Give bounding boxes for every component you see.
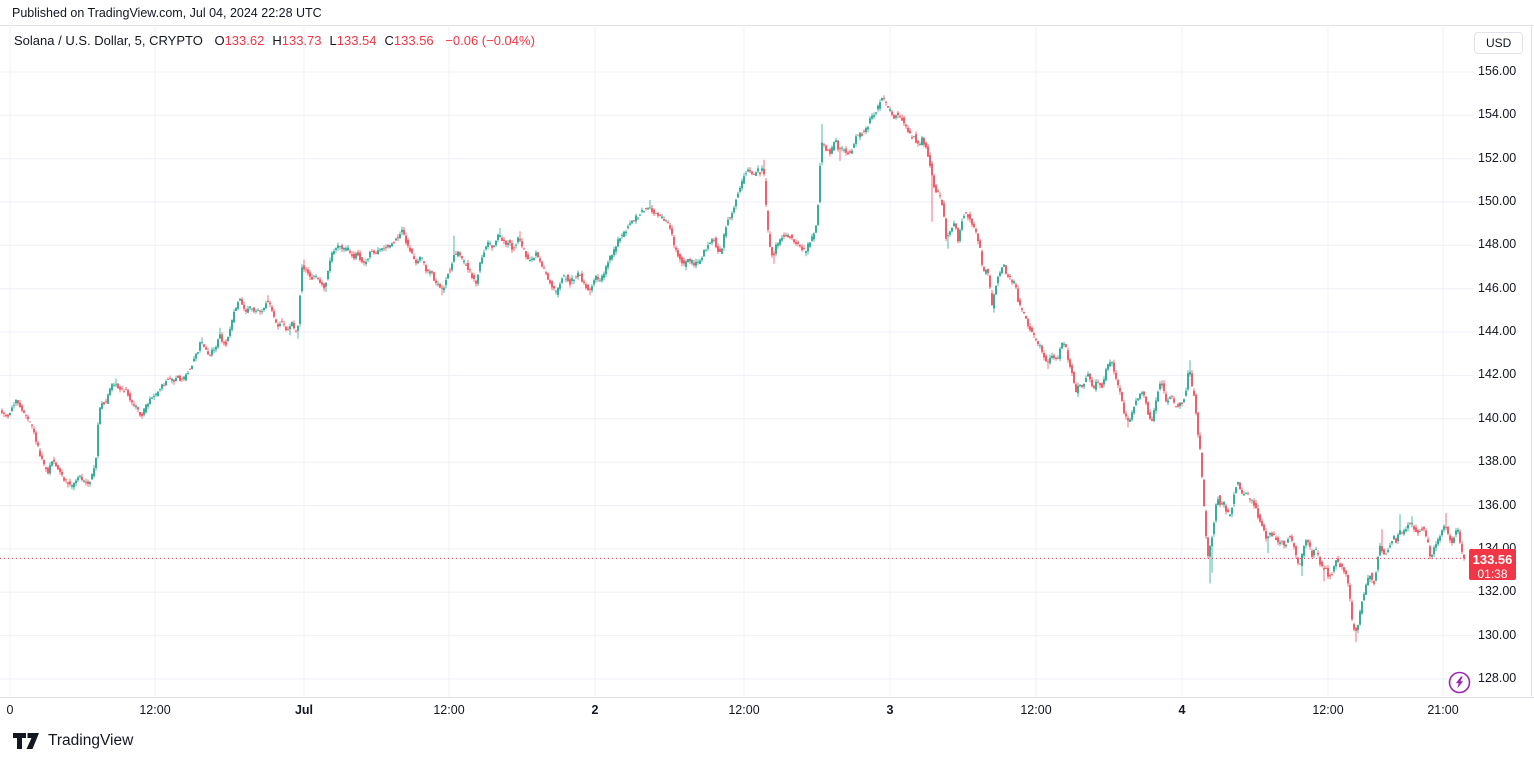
down-candle-bodies [1,98,1465,631]
tradingview-brand-link[interactable]: TradingView [13,732,133,750]
time-axis[interactable]: 0 12:00 Jul 12:00 2 12:00 3 12:00 4 12:00 21:00 [0,697,1534,723]
symbol-legend: Solana / U.S. Dollar, 5, CRYPTO O133.62 H… [14,33,535,48]
right-border [1531,25,1532,697]
ohlc-token: C133.56 [384,33,434,48]
ohlc-token: L133.54 [329,33,377,48]
horizontal-gridlines [0,71,1474,680]
bar-countdown: 01:38 [1477,567,1508,582]
chart-pane[interactable]: Solana / U.S. Dollar, 5, CRYPTO O133.62 H… [0,25,1534,697]
price-tick-label: 154.00 [1478,107,1517,122]
price-tick-label: 130.00 [1478,627,1517,642]
price-tick-label: 146.00 [1478,280,1517,295]
top-divider [0,25,1534,26]
price-tick-label: 150.00 [1478,194,1517,209]
price-tick-label: 140.00 [1478,410,1517,425]
price-tick-label: 136.00 [1478,497,1517,512]
time-tick-label: 2 [591,703,599,717]
symbol-title: Solana / U.S. Dollar, 5, CRYPTO [14,33,203,48]
time-tick-label: 12:00 [728,703,760,717]
price-tick-label: 128.00 [1478,670,1517,685]
up-candle-wicks [9,97,1459,634]
time-tick-label: 12:00 [433,703,465,717]
time-tick-label: 3 [886,703,894,717]
time-axis-divider [0,697,1534,698]
last-price: 133.56 [1472,552,1513,568]
price-tick-label: 144.00 [1478,324,1517,339]
time-tick-label: 0 [6,703,14,717]
ohlc-values: O133.62 H133.73 L133.54 C133.56 [206,33,433,48]
time-tick-label: 21:00 [1427,703,1459,717]
ohlc-token: O133.62 [214,33,265,48]
time-tick-label: 4 [1178,703,1186,717]
tradingview-logo-icon [13,732,39,749]
price-tick-label: 152.00 [1478,150,1517,165]
time-tick-label: 12:00 [1020,703,1052,717]
change-value: −0.06 (−0.04%) [445,33,535,48]
brand-name: TradingView [48,732,134,749]
time-tick-label: Jul [294,703,314,717]
footer-bar: TradingView [0,723,1534,760]
ohlc-token: H133.73 [272,33,322,48]
price-tick-label: 138.00 [1478,454,1517,469]
up-candle-bodies [9,97,1459,631]
time-tick-label: 12:00 [139,703,171,717]
price-tick-label: 156.00 [1478,64,1517,78]
last-price-badge[interactable]: 133.56 01:38 [1469,549,1516,582]
price-tick-label: 142.00 [1478,367,1517,382]
currency-toggle-button[interactable]: USD [1474,32,1524,54]
price-tick-label: 148.00 [1478,237,1517,252]
candlestick-chart[interactable] [0,25,1534,697]
price-tick-label: 132.00 [1478,584,1517,599]
time-tick-label: 12:00 [1312,703,1344,717]
published-caption: Published on TradingView.com, Jul 04, 20… [12,6,322,20]
down-candle-wicks [1,95,1465,643]
vertical-gridlines [9,25,1444,697]
